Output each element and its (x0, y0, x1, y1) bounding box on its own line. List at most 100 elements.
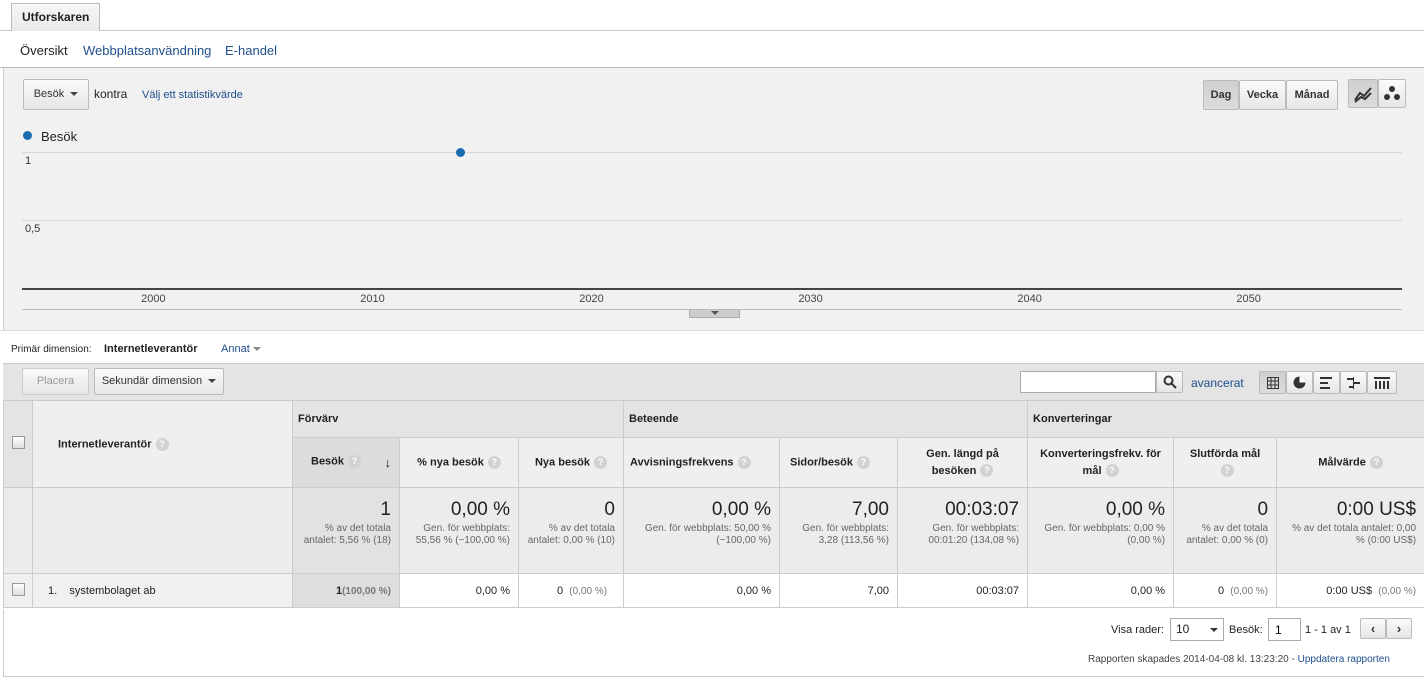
select-all-checkbox[interactable] (11, 436, 25, 449)
column-header-conversion-rate[interactable]: Konverteringsfrekv. för mål? (1027, 437, 1175, 488)
column-header-bounce-rate[interactable]: Avvisningsfrekvens? (623, 437, 780, 488)
help-icon[interactable]: ? (487, 456, 501, 469)
totals-cell: 0,00 % Gen. för webbplats: 50,00 % (−100,… (623, 487, 780, 574)
primary-dimension-label: Primär dimension: (11, 344, 92, 355)
total-subtext: Gen. för webbplats: 0,00 % (0,00 %) (1044, 523, 1166, 546)
row-isp-name[interactable]: systembolaget ab (69, 584, 156, 597)
totals-cell: 0:00 US$ % av det totala antalet: 0,00 % … (1276, 487, 1424, 574)
help-icon[interactable]: ? (737, 456, 751, 469)
row-cell: 0,00 % (399, 573, 519, 608)
row-dimension-cell: 1. systembolaget ab (32, 573, 293, 608)
advanced-search-link[interactable]: avancerat (1191, 376, 1244, 390)
totals-cell: 00:03:07 Gen. för webbplats: 00:01:20 (13… (896, 487, 1029, 574)
column-header-goal-completions[interactable]: Slutförda mål? (1173, 437, 1278, 488)
top-tab-bar: Utforskaren (0, 0, 1424, 32)
period-day-button[interactable]: Dag (1203, 80, 1239, 110)
help-icon[interactable]: ? (1105, 464, 1119, 478)
primary-dimension-value[interactable]: Internetleverantör (104, 343, 198, 355)
help-icon[interactable]: ? (856, 456, 870, 469)
show-rows-select[interactable]: 10 (1170, 618, 1224, 641)
totals-cell: 0,00 % Gen. för webbplats: 55,56 % (−100,… (399, 487, 519, 574)
show-rows-value: 10 (1176, 622, 1190, 636)
row-value: 1 (335, 584, 343, 597)
column-label-goal-value: Målvärde (1318, 456, 1366, 469)
y-tick-label: 1 (25, 155, 32, 167)
column-header-avg-duration[interactable]: Gen. längd på besöken? (896, 437, 1029, 488)
other-dimension-label: Annat (221, 343, 250, 355)
search-icon (1163, 375, 1177, 389)
period-month-button[interactable]: Månad (1286, 80, 1338, 110)
legend-marker (23, 131, 32, 140)
motion-chart-button[interactable] (1378, 79, 1406, 108)
help-icon[interactable]: ? (348, 455, 362, 468)
column-label-avg-duration: Gen. längd på besöken (926, 447, 999, 477)
subnav-site-usage[interactable]: Webbplatsanvändning (83, 43, 212, 58)
subnav-overview[interactable]: Översikt (20, 43, 68, 58)
total-value: 00:03:07 (945, 499, 1020, 520)
column-label-goal-completions: Slutförda mål (1189, 447, 1261, 460)
row-value: 0 (1217, 584, 1225, 597)
row-cell: 0,00 % (1027, 573, 1175, 608)
help-icon[interactable]: ? (1369, 456, 1383, 469)
total-value: 7,00 (852, 499, 889, 520)
column-header-new-visits-pct[interactable]: % nya besök? (399, 437, 519, 488)
secondary-dimension-select[interactable]: Sekundär dimension (94, 368, 224, 395)
dimension-column-header[interactable]: Internetleverantör? (32, 400, 293, 488)
total-value: 0,00 % (1105, 499, 1166, 520)
row-cell: 1(100,00 %) (292, 573, 400, 608)
group-header-behavior: Beteende (622, 400, 1029, 438)
column-header-new-visits[interactable]: Nya besök? (518, 437, 624, 488)
view-pivot-button[interactable] (1367, 371, 1397, 394)
sort-desc-icon: ↓ (384, 455, 392, 470)
totals-cell: 0 % av det totala antalet: 0,00 % (10) (518, 487, 624, 574)
period-week-button[interactable]: Vecka (1239, 80, 1286, 110)
other-dimension-dropdown[interactable]: Annat (221, 343, 261, 355)
line-chart-button[interactable] (1348, 79, 1378, 108)
total-value: 0,00 % (711, 499, 771, 520)
help-icon[interactable]: ? (155, 437, 169, 451)
subnav-ecommerce[interactable]: E-handel (225, 43, 278, 58)
chevron-down-icon (1210, 628, 1218, 632)
totals-cell: 0 % av det totala antalet: 0,00 % (0) (1173, 487, 1278, 574)
row-select-cell (3, 573, 33, 608)
view-pie-button[interactable] (1286, 371, 1313, 394)
search-input[interactable] (1020, 371, 1156, 393)
tab-explorer[interactable]: Utforskaren (11, 3, 101, 32)
total-subtext: Gen. för webbplats: 00:01:20 (134,08 %) (928, 523, 1020, 546)
view-performance-button[interactable] (1313, 371, 1340, 394)
column-header-pages-per-visit[interactable]: Sidor/besök? (779, 437, 898, 488)
choose-metric-link[interactable]: Välj ett statistikvärde (142, 89, 243, 101)
row-percent: (0,00 %) (1230, 585, 1269, 597)
next-page-button[interactable]: › (1386, 618, 1412, 639)
gridline (22, 220, 1402, 221)
help-icon[interactable]: ? (1220, 464, 1234, 478)
row-checkbox[interactable] (11, 582, 25, 596)
y-tick-label: 0,5 (25, 223, 41, 235)
totals-cell: 7,00 Gen. för webbplats: 3,28 (113,56 %) (779, 487, 898, 574)
goto-row-input[interactable] (1268, 618, 1301, 641)
chevron-down-icon (252, 347, 261, 352)
data-point[interactable] (455, 147, 465, 157)
search-button[interactable] (1156, 371, 1183, 393)
column-header-goal-value[interactable]: Målvärde? (1276, 437, 1424, 488)
chevron-right-icon: › (1396, 621, 1402, 636)
row-value: 00:03:07 (976, 584, 1020, 597)
view-table-button[interactable] (1259, 371, 1286, 394)
total-subtext: % av det totala antalet: 0,00 % (0:00 US… (1292, 523, 1417, 546)
chevron-down-icon (70, 92, 79, 97)
help-icon[interactable]: ? (980, 464, 994, 478)
goto-label: Besök: (1229, 624, 1263, 636)
plot-rows-button[interactable]: Placera rader (22, 368, 89, 412)
update-report-link[interactable]: Uppdatera rapporten (1297, 654, 1390, 665)
prev-page-button[interactable]: ‹ (1360, 618, 1386, 639)
x-axis-bottom-line (22, 309, 1402, 310)
versus-label: kontra (94, 87, 128, 101)
table-footer: Visa rader: 10 Besök: 1 - 1 av 1 ‹ › Rap… (3, 609, 1424, 677)
view-comparison-button[interactable] (1340, 371, 1367, 394)
chart-resize-handle[interactable] (689, 309, 740, 318)
x-tick-label: 2000 (141, 293, 166, 305)
metric-select[interactable]: Besök (23, 79, 89, 110)
help-icon[interactable]: ? (594, 456, 608, 469)
legend-label: Besök (41, 129, 78, 144)
column-header-visits[interactable]: Besök? ↓ (292, 437, 400, 488)
